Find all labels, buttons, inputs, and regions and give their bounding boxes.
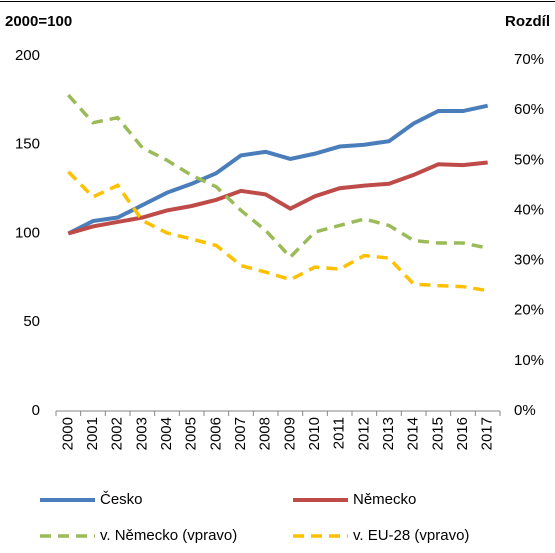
y2-tick-label: 30%	[514, 252, 544, 269]
y-tick-label: 200	[15, 47, 40, 64]
y2-tick-label: 70%	[514, 51, 544, 68]
y2-tick-label: 60%	[514, 101, 544, 118]
x-tick-label: 2007	[232, 417, 249, 450]
y2-axis-label: Rozdíl	[505, 13, 550, 30]
y2-tick-label: 0%	[514, 402, 536, 419]
x-tick-label: 2016	[454, 417, 471, 450]
y-tick-label: 100	[15, 224, 40, 241]
y-tick-label: 50	[23, 313, 40, 330]
x-tick-label: 2010	[306, 417, 323, 450]
line-series	[67, 93, 489, 260]
y2-tick-label: 40%	[514, 201, 544, 218]
x-tick-label: 2006	[207, 417, 224, 450]
y2-tick-label: 20%	[514, 302, 544, 319]
x-tick-label: 2001	[84, 417, 101, 450]
legend-label: Česko	[100, 491, 143, 508]
legend-label: Německo	[353, 491, 416, 508]
x-tick-label: 2008	[257, 417, 274, 450]
x-tick-label: 2004	[158, 417, 175, 450]
x-tick-label: 2017	[479, 417, 496, 450]
y-tick-label: 0	[32, 402, 40, 419]
x-tick-label: 2012	[355, 417, 372, 450]
y-tick-label: 150	[15, 136, 40, 153]
line-series	[67, 103, 489, 236]
x-tick-label: 2014	[405, 417, 422, 450]
x-tick-label: 2013	[380, 417, 397, 450]
legend-label: v. EU-28 (vpravo)	[353, 527, 469, 544]
y-axis-label: 2000=100	[5, 13, 72, 30]
x-tick-label: 2000	[59, 417, 76, 450]
x-tick-label: 2015	[429, 417, 446, 450]
x-tick-label: 2005	[183, 417, 200, 450]
x-tick-label: 2002	[109, 417, 126, 450]
y2-tick-label: 10%	[514, 352, 544, 369]
legend-label: v. Německo (vpravo)	[100, 527, 237, 544]
x-tick-label: 2009	[281, 417, 298, 450]
x-tick-label: 2003	[133, 417, 150, 450]
line-series	[67, 160, 488, 236]
line-series	[67, 170, 488, 293]
y2-tick-label: 50%	[514, 151, 544, 168]
x-tick-label: 2011	[331, 417, 348, 449]
